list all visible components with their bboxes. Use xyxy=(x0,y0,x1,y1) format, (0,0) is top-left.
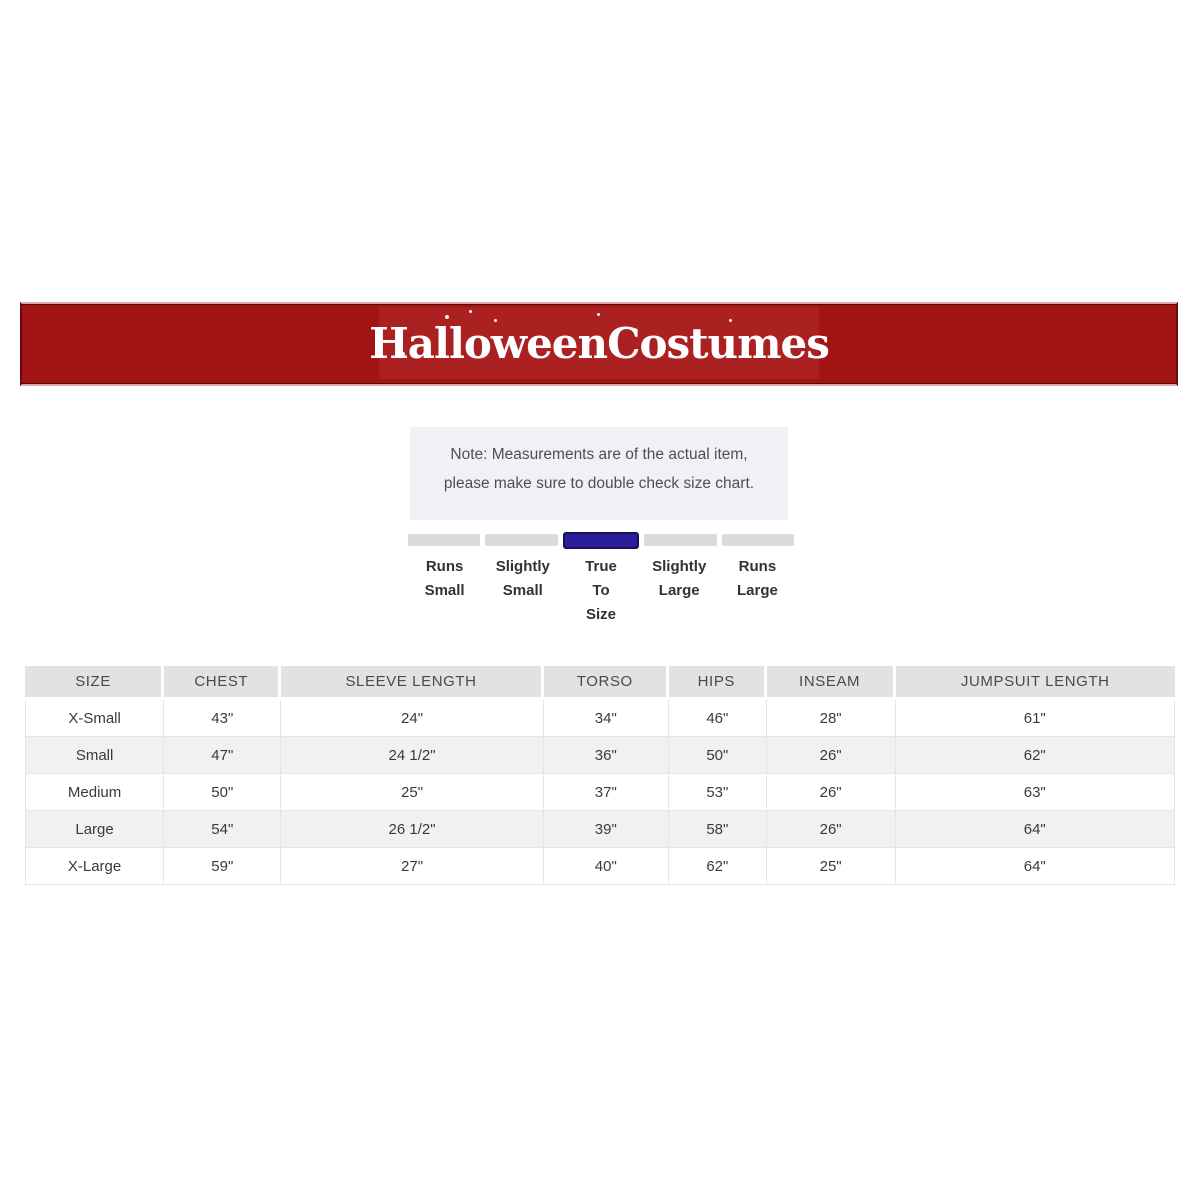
fit-segment-slightly-large xyxy=(644,534,717,546)
measurement-cell: 58" xyxy=(668,811,767,848)
measurement-cell: 50" xyxy=(668,737,767,774)
measurement-cell: 64" xyxy=(895,811,1175,848)
column-header-chest: CHEST xyxy=(164,666,282,700)
measurement-cell: 36" xyxy=(543,737,669,774)
column-header-hips: HIPS xyxy=(668,666,767,700)
column-header-jumpsuit-length: JUMPSUIT LENGTH xyxy=(895,666,1175,700)
column-header-sleeve-length: SLEEVE LENGTH xyxy=(281,666,544,700)
table-row: Small 47" 24 1/2" 36" 50" 26" 62" xyxy=(25,737,1175,774)
sparkle-icon xyxy=(494,319,497,322)
measurement-note: Note: Measurements are of the actual ite… xyxy=(410,427,788,520)
brand-logo-text: HalloweenCostumes xyxy=(369,318,830,368)
table-row: Large 54" 26 1/2" 39" 58" 26" 64" xyxy=(25,811,1175,848)
measurement-cell: 25" xyxy=(281,774,544,811)
measurement-cell: 62" xyxy=(668,848,767,885)
table-row: X-Large 59" 27" 40" 62" 25" 64" xyxy=(25,848,1175,885)
measurement-cell: 39" xyxy=(543,811,669,848)
sparkle-icon xyxy=(597,313,600,316)
fit-label: Slightly Small xyxy=(495,558,550,599)
measurement-cell: 27" xyxy=(281,848,544,885)
measurement-cell: 25" xyxy=(766,848,896,885)
fit-scale-bars xyxy=(408,531,795,549)
fit-segment-true-to-size xyxy=(562,531,640,549)
measurement-cell: 62" xyxy=(895,737,1175,774)
fit-label: True To Size xyxy=(585,558,617,623)
size-label-cell: Medium xyxy=(25,774,165,811)
fit-segment-runs-large xyxy=(721,534,795,546)
measurement-cell: 50" xyxy=(164,774,282,811)
brand-banner: HalloweenCostumes xyxy=(20,302,1178,386)
measurement-cell: 64" xyxy=(895,848,1175,885)
measurement-cell: 26 1/2" xyxy=(281,811,544,848)
measurement-cell: 59" xyxy=(164,848,282,885)
sparkle-icon xyxy=(445,315,449,319)
column-header-inseam: INSEAM xyxy=(766,666,896,700)
size-table-body: X-Small 43" 24" 34" 46" 28" 61" Small 47" 24 1/2"… xyxy=(25,700,1175,885)
fit-scale-labels: Runs Small Slightly Small True To Size Slig… xyxy=(408,555,794,627)
measurement-cell: 24" xyxy=(281,700,544,737)
size-label-cell: X-Large xyxy=(25,848,165,885)
measurement-cell: 26" xyxy=(766,774,896,811)
size-table: SIZE CHEST SLEEVE LENGTH TORSO HIPS INSEAM JUM… xyxy=(25,666,1175,885)
sparkle-icon xyxy=(397,338,401,342)
sparkle-icon xyxy=(401,352,405,356)
measurement-cell: 43" xyxy=(164,700,282,737)
size-label-cell: X-Small xyxy=(25,700,165,737)
fit-label: Slightly Large xyxy=(652,558,707,599)
measurement-cell: 46" xyxy=(668,700,767,737)
table-row: Medium 50" 25" 37" 53" 26" 63" xyxy=(25,774,1175,811)
measurement-cell: 47" xyxy=(164,737,282,774)
measurement-cell: 26" xyxy=(766,811,896,848)
brand-logo-panel: HalloweenCostumes xyxy=(369,307,830,379)
measurement-cell: 54" xyxy=(164,811,282,848)
measurement-cell: 61" xyxy=(895,700,1175,737)
column-header-torso: TORSO xyxy=(543,666,669,700)
size-label-cell: Small xyxy=(25,737,165,774)
fit-segment-slightly-small xyxy=(485,534,558,546)
sparkle-icon xyxy=(469,310,472,313)
measurement-cell: 53" xyxy=(668,774,767,811)
fit-scale: Runs Small Slightly Small True To Size Slig… xyxy=(408,531,795,627)
column-header-size: SIZE xyxy=(25,666,165,700)
size-table-header-row: SIZE CHEST SLEEVE LENGTH TORSO HIPS INSEAM JUM… xyxy=(25,666,1175,700)
fit-label: Runs Large xyxy=(736,558,778,599)
measurement-cell: 37" xyxy=(543,774,669,811)
sparkle-icon xyxy=(729,319,732,322)
measurement-cell: 24 1/2" xyxy=(281,737,544,774)
measurement-cell: 26" xyxy=(766,737,896,774)
fit-segment-runs-small xyxy=(408,534,481,546)
measurement-cell: 40" xyxy=(543,848,669,885)
table-row: X-Small 43" 24" 34" 46" 28" 61" xyxy=(25,700,1175,737)
size-label-cell: Large xyxy=(25,811,165,848)
measurement-cell: 28" xyxy=(766,700,896,737)
measurement-cell: 63" xyxy=(895,774,1175,811)
size-table-container: SIZE CHEST SLEEVE LENGTH TORSO HIPS INSEAM JUM… xyxy=(25,666,1175,885)
measurement-cell: 34" xyxy=(543,700,669,737)
fit-label: Runs Small xyxy=(424,558,465,599)
